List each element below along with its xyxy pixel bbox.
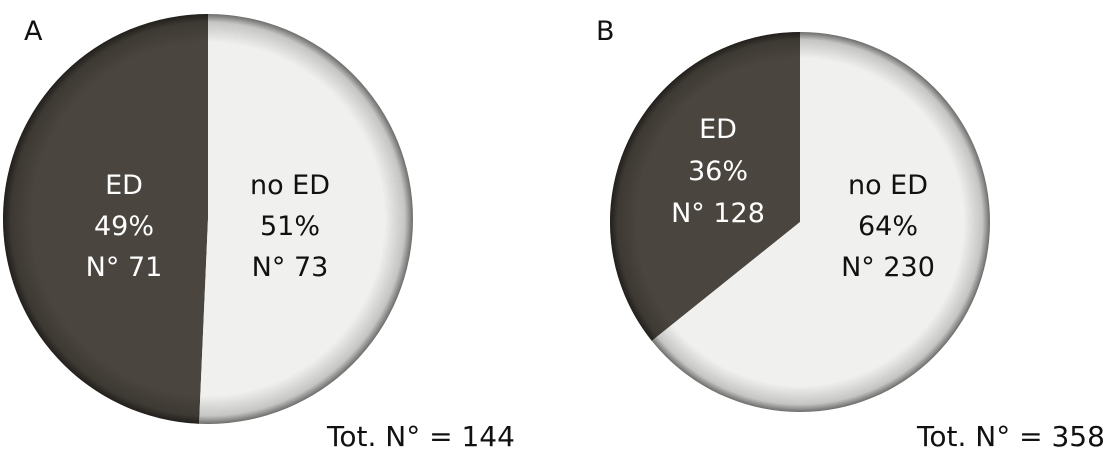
- slice-name-label: ED: [105, 170, 143, 201]
- pie-b-label-no-ed: no ED 64% N° 230: [841, 170, 935, 283]
- slice-count-label: N° 71: [86, 252, 163, 283]
- panel-letter-a: A: [24, 16, 43, 47]
- pie-chart-b: B ED 36% N° 128 no ED 64% N° 230 Tot. N°…: [596, 16, 1105, 453]
- total-label-b: Tot. N° = 358: [916, 420, 1105, 453]
- slice-percent-label: 36%: [688, 156, 748, 187]
- slice-percent-label: 51%: [260, 211, 320, 242]
- total-label-a: Tot. N° = 144: [326, 420, 515, 453]
- pie-a-rim-shading: [3, 14, 413, 424]
- slice-name-label: no ED: [848, 170, 928, 201]
- slice-name-label: ED: [699, 114, 737, 145]
- pie-chart-a: A ED 49% N° 71 no ED 51% N° 73 Tot. N° =…: [3, 14, 515, 453]
- slice-percent-label: 64%: [858, 211, 918, 242]
- panel-letter-b: B: [596, 16, 615, 47]
- pie-b-rim-shading: [610, 32, 990, 412]
- slice-name-label: no ED: [250, 170, 330, 201]
- slice-percent-label: 49%: [94, 211, 154, 242]
- pie-a-label-ed: ED 49% N° 71: [86, 170, 163, 283]
- pie-b-label-ed: ED 36% N° 128: [671, 114, 765, 229]
- slice-count-label: N° 128: [671, 198, 765, 229]
- slice-count-label: N° 230: [841, 252, 935, 283]
- slice-count-label: N° 73: [252, 252, 329, 283]
- pie-a-label-no-ed: no ED 51% N° 73: [250, 170, 330, 283]
